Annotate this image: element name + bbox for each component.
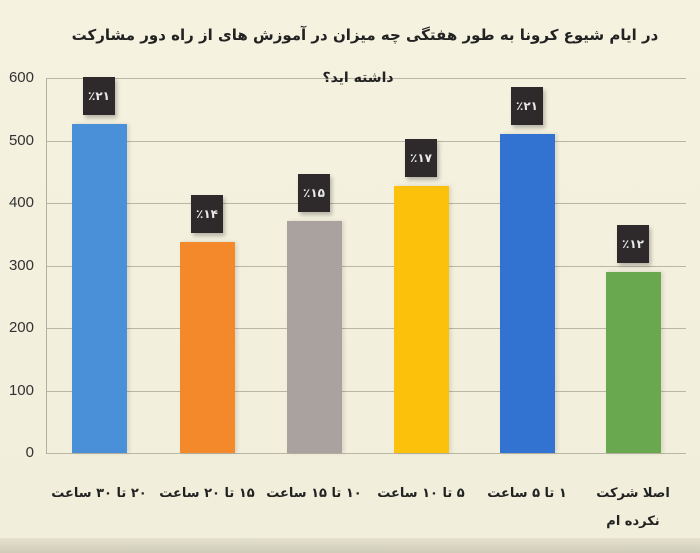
chart-title-line-1: در ایام شیوع کرونا به طور هفتگی چه میزان… <box>71 26 659 44</box>
gridline <box>46 390 686 392</box>
y-axis-line <box>46 78 47 453</box>
percent-label: ٪۱۷ <box>405 139 437 178</box>
bottom-shade <box>0 538 700 553</box>
bar <box>394 186 449 453</box>
percent-label: ٪۱۵ <box>298 174 330 213</box>
y-tick-label: 0 <box>25 444 34 461</box>
y-tick-label: 500 <box>8 131 34 149</box>
gridline <box>46 78 686 79</box>
gridline <box>46 203 686 204</box>
bar <box>72 124 127 453</box>
x-tick-label: اصلا شرکت نکرده ام <box>596 486 670 529</box>
y-tick-label: 300 <box>8 256 34 274</box>
gridline <box>46 265 686 267</box>
percent-label: ٪۱۴ <box>191 194 223 233</box>
x-tick-label: ۵ تا ۱۰ ساعت <box>377 486 465 501</box>
bar <box>287 221 342 453</box>
bar <box>500 134 555 453</box>
y-tick-label: 200 <box>8 319 34 336</box>
y-tick-label: 400 <box>8 194 34 211</box>
chart-title-line-2: داشته اید؟ <box>322 70 394 86</box>
bar <box>606 271 661 453</box>
percent-label: ٪۲۱ <box>83 77 115 116</box>
gridline <box>46 453 686 454</box>
x-tick-label: ۱۰ تا ۱۵ ساعت <box>266 486 362 501</box>
bar <box>180 241 235 453</box>
y-tick-label: 100 <box>8 381 34 399</box>
percent-label: ٪۱۲ <box>617 224 649 263</box>
x-tick-label: ۱۵ تا ۲۰ ساعت <box>159 486 255 501</box>
gridline <box>46 328 686 329</box>
x-tick-label: ۲۰ تا ۳۰ ساعت <box>51 486 147 501</box>
plot-area: ٪۲۱ ٪۱۴ ٪۱۵ ٪۱۷ ٪۲۱ ٪۱۲ <box>46 77 686 453</box>
x-tick-label: ۱ تا ۵ ساعت <box>487 486 567 501</box>
gridline <box>46 140 686 142</box>
y-tick-label: 600 <box>8 69 34 86</box>
percent-label: ٪۲۱ <box>511 87 543 126</box>
